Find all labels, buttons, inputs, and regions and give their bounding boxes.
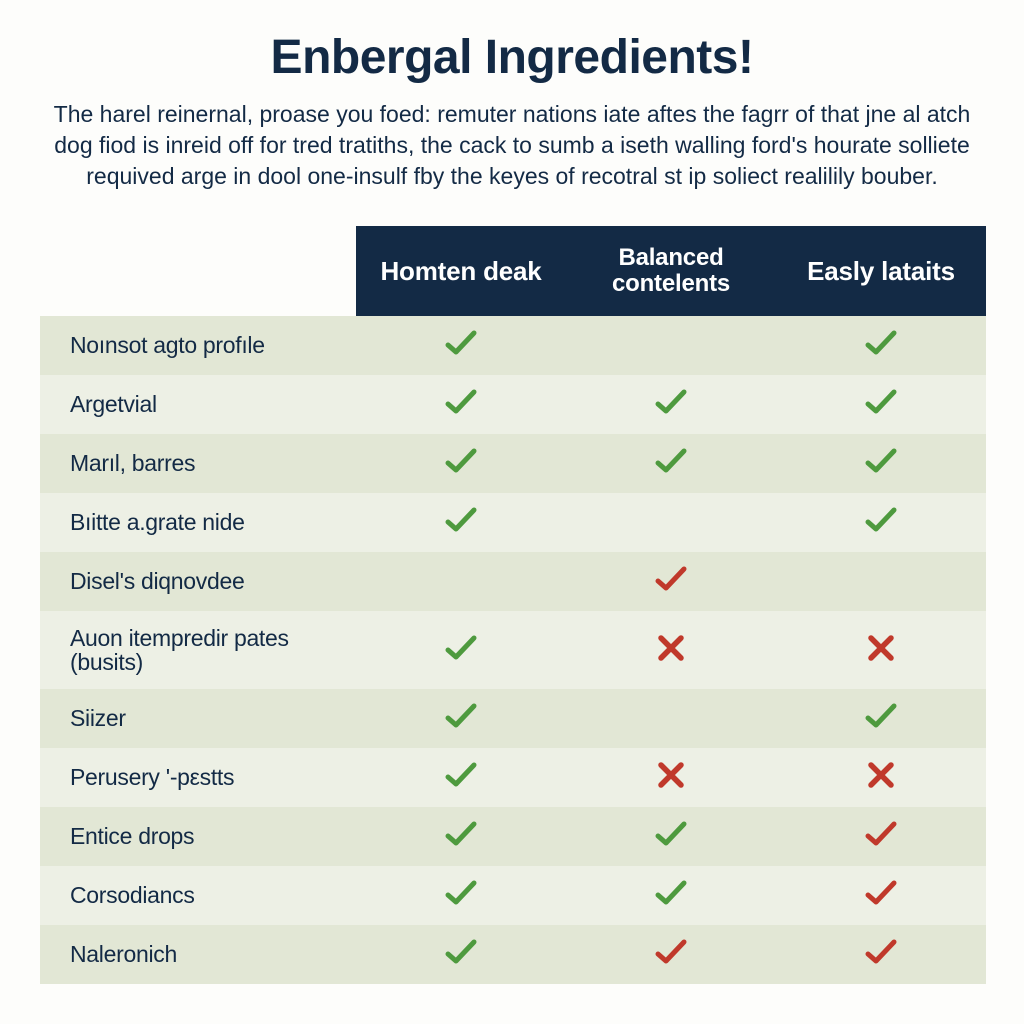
check-icon — [356, 748, 566, 807]
column-header: Balancedcontelents — [566, 226, 776, 316]
check-icon — [356, 807, 566, 866]
empty-cell — [776, 552, 986, 611]
table-row: Corsodiancs — [40, 866, 986, 925]
check-icon — [776, 866, 986, 925]
row-label: Noınsot agto profıle — [40, 316, 356, 375]
check-icon — [566, 807, 776, 866]
table-row: Auon itempredir pates(busits) — [40, 611, 986, 689]
check-icon — [356, 375, 566, 434]
x-icon — [776, 611, 986, 689]
empty-cell — [566, 689, 776, 748]
row-label: Entice drops — [40, 807, 356, 866]
check-icon — [356, 689, 566, 748]
check-icon — [356, 611, 566, 689]
check-icon — [566, 866, 776, 925]
table-row: Entice drops — [40, 807, 986, 866]
table-row: Bıitte a.grate nide — [40, 493, 986, 552]
table-row: Siizer — [40, 689, 986, 748]
empty-cell — [356, 552, 566, 611]
table-row: Argetvial — [40, 375, 986, 434]
x-icon — [776, 748, 986, 807]
comparison-table: Homten deakBalancedcontelentsEasly latai… — [40, 226, 986, 984]
table-row: Perusery '-pεstts — [40, 748, 986, 807]
check-icon — [356, 316, 566, 375]
check-icon — [776, 689, 986, 748]
row-label: Bıitte a.grate nide — [40, 493, 356, 552]
row-label: Marıl, barres — [40, 434, 356, 493]
check-icon — [776, 925, 986, 984]
x-icon — [566, 611, 776, 689]
row-label: Naleronich — [40, 925, 356, 984]
check-icon — [776, 493, 986, 552]
check-icon — [566, 434, 776, 493]
check-icon — [776, 807, 986, 866]
page-description: The harel reinernal, proase you foed: re… — [40, 99, 984, 192]
table-row: Marıl, barres — [40, 434, 986, 493]
table-body: Noınsot agto profıleArgetvialMarıl, barr… — [40, 316, 986, 984]
empty-cell — [566, 493, 776, 552]
column-header: Homten deak — [356, 226, 566, 316]
row-label: Perusery '-pεstts — [40, 748, 356, 807]
table-row: Disel's diqnovdee — [40, 552, 986, 611]
empty-cell — [566, 316, 776, 375]
check-icon — [776, 316, 986, 375]
check-icon — [566, 375, 776, 434]
row-label: Siizer — [40, 689, 356, 748]
check-icon — [356, 434, 566, 493]
table-row: Noınsot agto profıle — [40, 316, 986, 375]
check-icon — [566, 552, 776, 611]
row-label: Corsodiancs — [40, 866, 356, 925]
check-icon — [356, 925, 566, 984]
x-icon — [566, 748, 776, 807]
page-title: Enbergal Ingredients! — [40, 30, 984, 85]
check-icon — [566, 925, 776, 984]
check-icon — [776, 375, 986, 434]
check-icon — [776, 434, 986, 493]
row-label: Argetvial — [40, 375, 356, 434]
row-label: Auon itempredir pates(busits) — [40, 611, 356, 689]
check-icon — [356, 493, 566, 552]
check-icon — [356, 866, 566, 925]
column-header: Easly lataits — [776, 226, 986, 316]
column-header-blank — [40, 226, 356, 316]
table-row: Naleronich — [40, 925, 986, 984]
table-header: Homten deakBalancedcontelentsEasly latai… — [40, 226, 986, 316]
row-label: Disel's diqnovdee — [40, 552, 356, 611]
